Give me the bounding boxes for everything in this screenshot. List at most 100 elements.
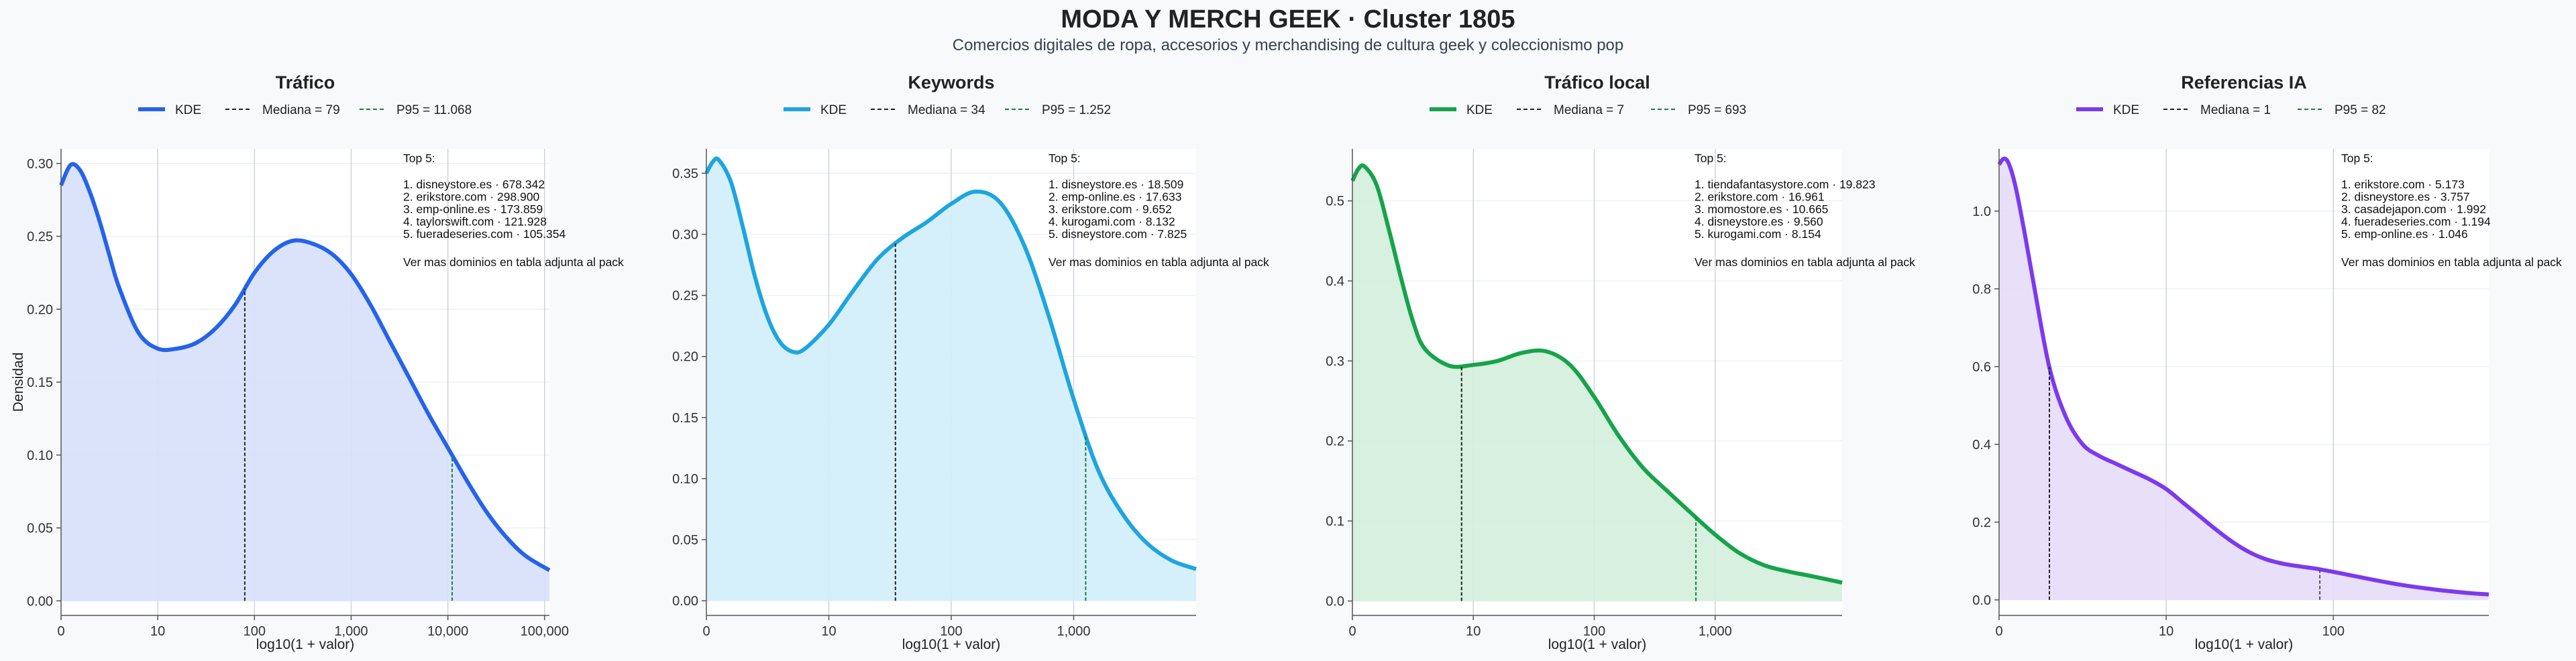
- legend-p95-label: P95 = 1.252: [1042, 103, 1111, 117]
- kde-line: [1997, 156, 2489, 597]
- top5-item: 3. emp-online.es · 173.859: [403, 202, 543, 216]
- y-tick-label: 0.05: [672, 533, 698, 548]
- top5-item: 5. fueradeseries.com · 105.354: [403, 227, 566, 241]
- top5-header: Top 5:: [1695, 152, 1727, 165]
- y-tick-label: 0.25: [672, 289, 698, 304]
- x-tick-label: 100: [940, 624, 962, 639]
- y-tick-label: 0.10: [27, 448, 53, 463]
- y-tick-label: 0.3: [1326, 354, 1344, 369]
- top5-item: 2. emp-online.es · 17.633: [1049, 190, 1181, 204]
- x-tick-label: 0: [1348, 624, 1356, 639]
- legend-median-label: Mediana = 34: [908, 103, 985, 117]
- x-tick-label: 0: [1995, 624, 2002, 639]
- y-tick-label: 0.10: [672, 472, 698, 487]
- top5-footer: Ver mas dominios en tabla adjunta al pac…: [403, 255, 624, 269]
- top5-item: 1. disneystore.es · 18.509: [1049, 178, 1183, 191]
- legend-median-label: Mediana = 7: [1554, 103, 1624, 117]
- x-tick-label: 10: [1466, 624, 1481, 639]
- x-tick-label: 0: [702, 624, 710, 639]
- x-axis-label: log10(1 + valor): [902, 637, 1001, 652]
- y-tick-label: 0.00: [672, 594, 698, 609]
- y-tick-label: 0.30: [672, 228, 698, 243]
- top5-item: 1. erikstore.com · 5.173: [2341, 178, 2465, 191]
- legend-median-label: Mediana = 1: [2200, 103, 2271, 117]
- top5-footer: Ver mas dominios en tabla adjunta al pac…: [2341, 255, 2562, 269]
- top5-item: 4. fueradeseries.com · 1.194: [2341, 215, 2491, 229]
- legend-p95-label: P95 = 693: [1688, 103, 1746, 117]
- top5-item: 1. disneystore.es · 678.342: [403, 178, 545, 191]
- top5-item: 2. erikstore.com · 298.900: [403, 190, 540, 204]
- top5-item: 3. casadejapon.com · 1.992: [2341, 202, 2486, 216]
- kde-line: [1350, 163, 1843, 585]
- y-tick-label: 0.0: [1326, 595, 1344, 609]
- chart-panel-2: Keywords KDE Mediana = 34 P95 = 1.252 0 10 100…: [672, 72, 1269, 652]
- x-tick-label: 1,000: [1057, 624, 1090, 639]
- x-axis-label: log10(1 + valor): [2195, 637, 2294, 652]
- top5-item: 3. momostore.es · 10.665: [1695, 202, 1828, 216]
- kde-area: [1352, 165, 1842, 601]
- x-axis-label: log10(1 + valor): [256, 637, 355, 652]
- y-tick-label: 0.4: [1972, 438, 1991, 453]
- y-axis-label: Densidad: [11, 353, 26, 412]
- top5-footer: Ver mas dominios en tabla adjunta al pac…: [1049, 255, 1269, 269]
- top5-header: Top 5:: [2341, 152, 2373, 165]
- legend-kde-label: KDE: [1466, 103, 1493, 117]
- y-tick-label: 0.35: [672, 166, 698, 181]
- top5-header: Top 5:: [403, 152, 435, 165]
- x-tick-label: 100: [1583, 624, 1605, 639]
- kde-area: [706, 158, 1196, 601]
- chart-panel-3: Tráfico local KDE Mediana = 7 P95 = 693 0 10 1…: [1326, 72, 1915, 652]
- chart-panel-1: Tráfico KDE Mediana = 79 P95 = 11.068 0 10 100…: [11, 72, 624, 652]
- page-subtitle: Comercios digitales de ropa, accesorios …: [952, 36, 1624, 54]
- top5-item: 2. disneystore.es · 3.757: [2341, 190, 2470, 204]
- top5-item: 2. erikstore.com · 16.961: [1695, 190, 1825, 204]
- x-tick-label: 100: [2322, 624, 2345, 639]
- x-tick-label: 10,000: [427, 624, 468, 639]
- page-title: MODA Y MERCH GEEK · Cluster 1805: [1061, 5, 1515, 34]
- legend-median-label: Mediana = 79: [262, 103, 340, 117]
- top5-item: 3. erikstore.com · 9.652: [1049, 202, 1172, 216]
- x-tick-label: 100,000: [521, 624, 569, 639]
- y-tick-label: 0.20: [672, 350, 698, 365]
- top5-footer: Ver mas dominios en tabla adjunta al pac…: [1695, 255, 1915, 269]
- x-tick-label: 1,000: [334, 624, 368, 639]
- y-tick-label: 0.20: [27, 302, 53, 317]
- panel-title: Tráfico: [276, 72, 335, 93]
- y-tick-label: 0.2: [1326, 434, 1344, 449]
- chart-panel-4: Referencias IA KDE Mediana = 1 P95 = 82 0 10 1…: [1972, 72, 2562, 652]
- y-tick-label: 0.0: [1972, 593, 1991, 608]
- panel-title: Referencias IA: [2181, 72, 2307, 93]
- x-axis-label: log10(1 + valor): [1548, 637, 1647, 652]
- y-tick-label: 0.8: [1972, 282, 1991, 297]
- y-tick-label: 0.15: [672, 411, 698, 426]
- y-tick-label: 0.5: [1326, 194, 1344, 209]
- legend-kde-label: KDE: [820, 103, 847, 117]
- y-tick-label: 0.30: [27, 157, 53, 172]
- y-tick-label: 1.0: [1972, 204, 1991, 219]
- y-tick-label: 0.1: [1326, 514, 1344, 529]
- legend-p95-label: P95 = 82: [2334, 103, 2386, 117]
- panel-title: Tráfico local: [1544, 72, 1650, 93]
- top5-item: 5. disneystore.com · 7.825: [1049, 227, 1187, 241]
- top5-item: 1. tiendafantasystore.com · 19.823: [1695, 178, 1875, 191]
- kde-area: [61, 164, 549, 601]
- kde-line: [704, 156, 1197, 571]
- legend-kde-label: KDE: [175, 103, 201, 117]
- y-tick-label: 0.15: [27, 375, 53, 390]
- panel-title: Keywords: [908, 72, 994, 93]
- y-tick-label: 0.2: [1972, 516, 1991, 530]
- top5-header: Top 5:: [1049, 152, 1081, 165]
- x-tick-label: 10: [2159, 624, 2174, 639]
- x-tick-label: 0: [57, 624, 64, 639]
- top5-item: 5. kurogami.com · 8.154: [1695, 227, 1821, 241]
- y-tick-label: 0.05: [27, 522, 53, 536]
- top5-item: 5. emp-online.es · 1.046: [2341, 227, 2468, 241]
- x-tick-label: 1,000: [1699, 624, 1732, 639]
- x-tick-label: 10: [150, 624, 165, 639]
- legend-kde-label: KDE: [2113, 103, 2139, 117]
- kde-area: [1999, 158, 2489, 600]
- top5-item: 4. taylorswift.com · 121.928: [403, 215, 547, 229]
- top5-item: 4. kurogami.com · 8.132: [1049, 215, 1175, 229]
- y-tick-label: 0.4: [1326, 274, 1344, 289]
